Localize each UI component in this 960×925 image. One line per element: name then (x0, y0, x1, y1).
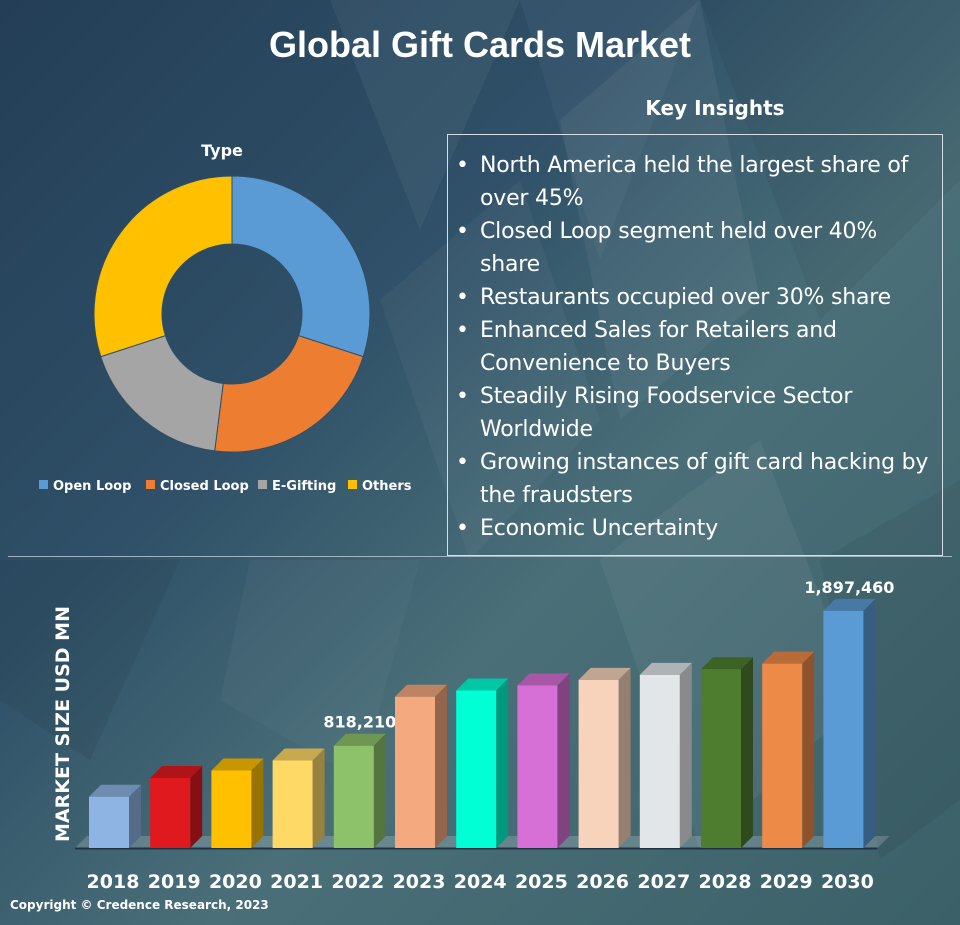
donut-slice-closed-loop (214, 335, 364, 453)
bar-2029 (762, 651, 815, 848)
x-tick-label: 2030 (821, 871, 874, 893)
bar-2028 (701, 657, 753, 848)
page-title: Global Gift Cards Market (268, 24, 692, 65)
legend-swatch (146, 480, 155, 489)
insight-item: Steadily Rising Foodservice Sector World… (456, 380, 932, 446)
x-tick-label: 2020 (209, 871, 262, 893)
copyright-text: Copyright © Credence Research, 2023 (10, 898, 269, 912)
insight-item: Restaurants occupied over 30% share (456, 281, 932, 314)
bar-2022 (333, 733, 386, 848)
insight-item: North America held the largest share of … (456, 149, 932, 215)
bar-2023 (395, 684, 447, 848)
bar-2019 (150, 766, 203, 848)
insight-item: Economic Uncertainty (456, 512, 932, 545)
legend-label: Open Loop (53, 479, 131, 494)
legend-label: E-Gifting (272, 479, 336, 494)
x-tick-label: 2019 (148, 871, 201, 893)
bar-2020 (211, 758, 264, 848)
x-tick-label: 2021 (270, 871, 323, 893)
type-donut-chart: Type Open Loop Closed Loop E-Gifting Others (39, 141, 412, 494)
x-tick-label: 2028 (699, 871, 752, 893)
bar-data-label: 1,897,460 (804, 578, 894, 597)
donut-slice-open-loop (231, 175, 371, 358)
x-tick-label: 2025 (515, 871, 568, 893)
legend-swatch (258, 480, 267, 489)
x-tick-label: 2026 (576, 871, 629, 893)
insight-item: Enhanced Sales for Retailers and Conveni… (456, 314, 932, 380)
bar-2025 (517, 673, 570, 848)
legend-label: Closed Loop (160, 479, 249, 494)
key-insights-list: North America held the largest share of … (448, 135, 942, 545)
bar-2021 (272, 748, 325, 848)
x-tick-label: 2022 (331, 871, 384, 893)
x-tick-label: 2027 (637, 871, 690, 893)
market-size-bar-chart: 2018 2019 2020 2021 2022 818,210 2023 2024 2025 2… (75, 578, 894, 893)
insight-item: Closed Loop segment held over 40% share (456, 215, 932, 281)
donut-slice-e-gifting (100, 335, 224, 452)
legend-swatch (348, 480, 357, 489)
section-divider (8, 556, 952, 557)
x-tick-label: 2023 (393, 871, 446, 893)
bar-2026 (578, 667, 631, 848)
key-insights-heading: Key Insights (645, 96, 785, 120)
x-tick-label: 2024 (454, 871, 507, 893)
bar-2027 (639, 662, 692, 848)
insight-item: Growing instances of gift card hacking b… (456, 446, 932, 512)
legend-swatch (39, 480, 48, 489)
donut-title: Type (201, 141, 243, 160)
key-insights-box: North America held the largest share of … (447, 134, 943, 556)
x-tick-label: 2029 (760, 871, 813, 893)
x-tick-label: 2018 (87, 871, 140, 893)
bar-data-label: 818,210 (323, 713, 396, 732)
bar-2018 (89, 784, 141, 848)
bar-2024 (456, 678, 509, 848)
bar-2030 (823, 598, 876, 848)
legend-label: Others (362, 479, 412, 494)
donut-slice-others (93, 175, 233, 358)
